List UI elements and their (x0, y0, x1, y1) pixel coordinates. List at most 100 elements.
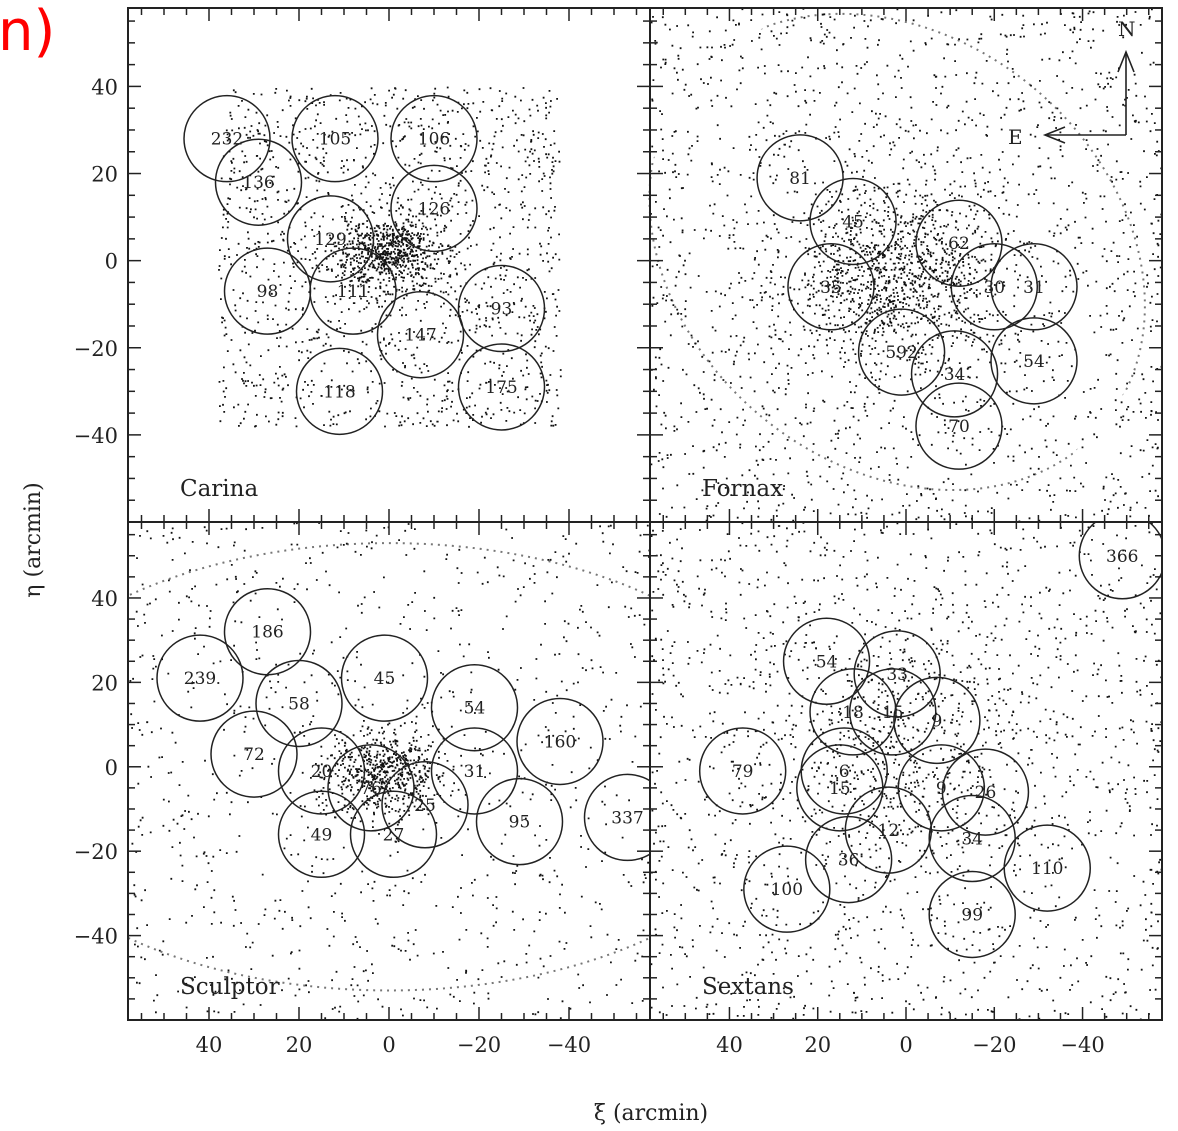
field-label: 54 (816, 652, 838, 672)
field-circle (990, 317, 1078, 405)
field-label: 106 (418, 130, 450, 150)
field-circle (853, 630, 941, 718)
field-circle (255, 659, 343, 748)
field-label: 34 (944, 365, 966, 385)
field-label: 232 (211, 130, 243, 150)
star-layer (129, 8, 1162, 1020)
field-circle (277, 790, 366, 879)
field-circle (804, 815, 893, 904)
field-label: 79 (732, 762, 754, 782)
field-circle (277, 727, 366, 815)
y-tick-label: −40 (74, 925, 118, 949)
field-circle (430, 727, 519, 815)
panel-name-carina: Carina (180, 476, 258, 502)
y-tick-label: 0 (105, 250, 118, 274)
field-circle (849, 668, 937, 756)
corner-label: n) (0, 0, 56, 64)
field-label: 26 (975, 783, 997, 803)
x-tick-label: 0 (382, 1033, 395, 1057)
field-label: 36 (838, 851, 860, 871)
star-field (218, 86, 562, 428)
y-axis-label: η (arcmin) (21, 482, 46, 597)
field-label: 72 (243, 745, 265, 765)
panel-frame (649, 521, 1163, 1021)
field-circle (291, 94, 379, 183)
field-label: 33 (886, 665, 908, 685)
field-circle (941, 748, 1030, 836)
panel-name-sextans: Sextans (702, 974, 794, 1000)
x-tick-label: −20 (972, 1033, 1016, 1057)
field-circle (156, 634, 244, 722)
field-label: 76 (360, 779, 382, 799)
star-field (650, 522, 1162, 1020)
field-circle (893, 676, 981, 765)
field-label: 366 (1106, 547, 1138, 567)
field-label: 9 (931, 711, 942, 731)
tidal-ellipse (128, 542, 650, 992)
field-label: 111 (337, 282, 369, 302)
field-circle (340, 634, 429, 722)
field-label: 126 (418, 199, 450, 219)
field-label: 98 (257, 282, 279, 302)
field-circle (475, 777, 564, 866)
ellipse-layer (128, 12, 1146, 992)
field-label: 100 (771, 880, 803, 900)
field-circle (381, 761, 469, 849)
field-circle (809, 177, 897, 266)
x-tick-label: 40 (196, 1033, 223, 1057)
field-label: 30 (983, 278, 1005, 298)
star-field (650, 8, 1162, 522)
field-circle (390, 164, 478, 253)
field-label: 31 (1023, 278, 1045, 298)
field-circle (286, 195, 375, 283)
field-label: 45 (842, 212, 864, 232)
field-label: 70 (948, 417, 970, 437)
field-circle (915, 199, 1003, 287)
field-circle (844, 786, 933, 874)
field-label: 136 (242, 173, 274, 193)
field-circle (214, 138, 303, 226)
field-label: 81 (789, 169, 811, 189)
x-tick-label: 20 (804, 1033, 831, 1057)
field-circle (430, 663, 519, 752)
field-circle (210, 710, 298, 798)
field-circle (183, 94, 271, 183)
field-label: 15 (829, 779, 851, 799)
text-layer: ξ (arcmin) η (arcmin) Carina 40 20 0 −20 −40 F… (21, 75, 1105, 1126)
field-circle (295, 347, 384, 436)
field-circle (809, 668, 897, 756)
field-circle (457, 343, 546, 431)
field-label: 20 (311, 762, 333, 782)
field-label: 15 (882, 703, 904, 723)
x-tick-label: 40 (716, 1033, 743, 1057)
y-tick-label: 20 (91, 163, 118, 187)
field-label: 6 (839, 762, 850, 782)
x-axis-label: ξ (arcmin) (594, 1101, 708, 1126)
y-tick-label: 40 (91, 587, 118, 611)
x-tick-label: 0 (899, 1033, 912, 1057)
field-circle (743, 845, 831, 933)
field-circle (376, 290, 465, 379)
x-tick-label: −20 (457, 1033, 501, 1057)
field-label: 45 (374, 669, 396, 689)
field-label: 99 (961, 905, 983, 925)
field-label: 18 (842, 703, 864, 723)
field-circle (915, 382, 1003, 470)
panel-name-fornax: Fornax (702, 476, 783, 502)
field-circle (327, 744, 415, 832)
field-label: 239 (184, 669, 216, 689)
x-tick-label: 20 (286, 1033, 313, 1057)
field-label: 27 (383, 825, 405, 845)
field-label: 9 (936, 779, 947, 799)
field-label: 147 (404, 326, 436, 346)
y-tick-label: 0 (105, 756, 118, 780)
field-label: 35 (820, 278, 842, 298)
field-label: 54 (464, 699, 486, 719)
field-label: 49 (311, 825, 333, 845)
field-label: 175 (485, 378, 517, 398)
field-label: 110 (1031, 859, 1063, 879)
field-label: 592 (885, 343, 917, 363)
field-circle (910, 330, 999, 418)
